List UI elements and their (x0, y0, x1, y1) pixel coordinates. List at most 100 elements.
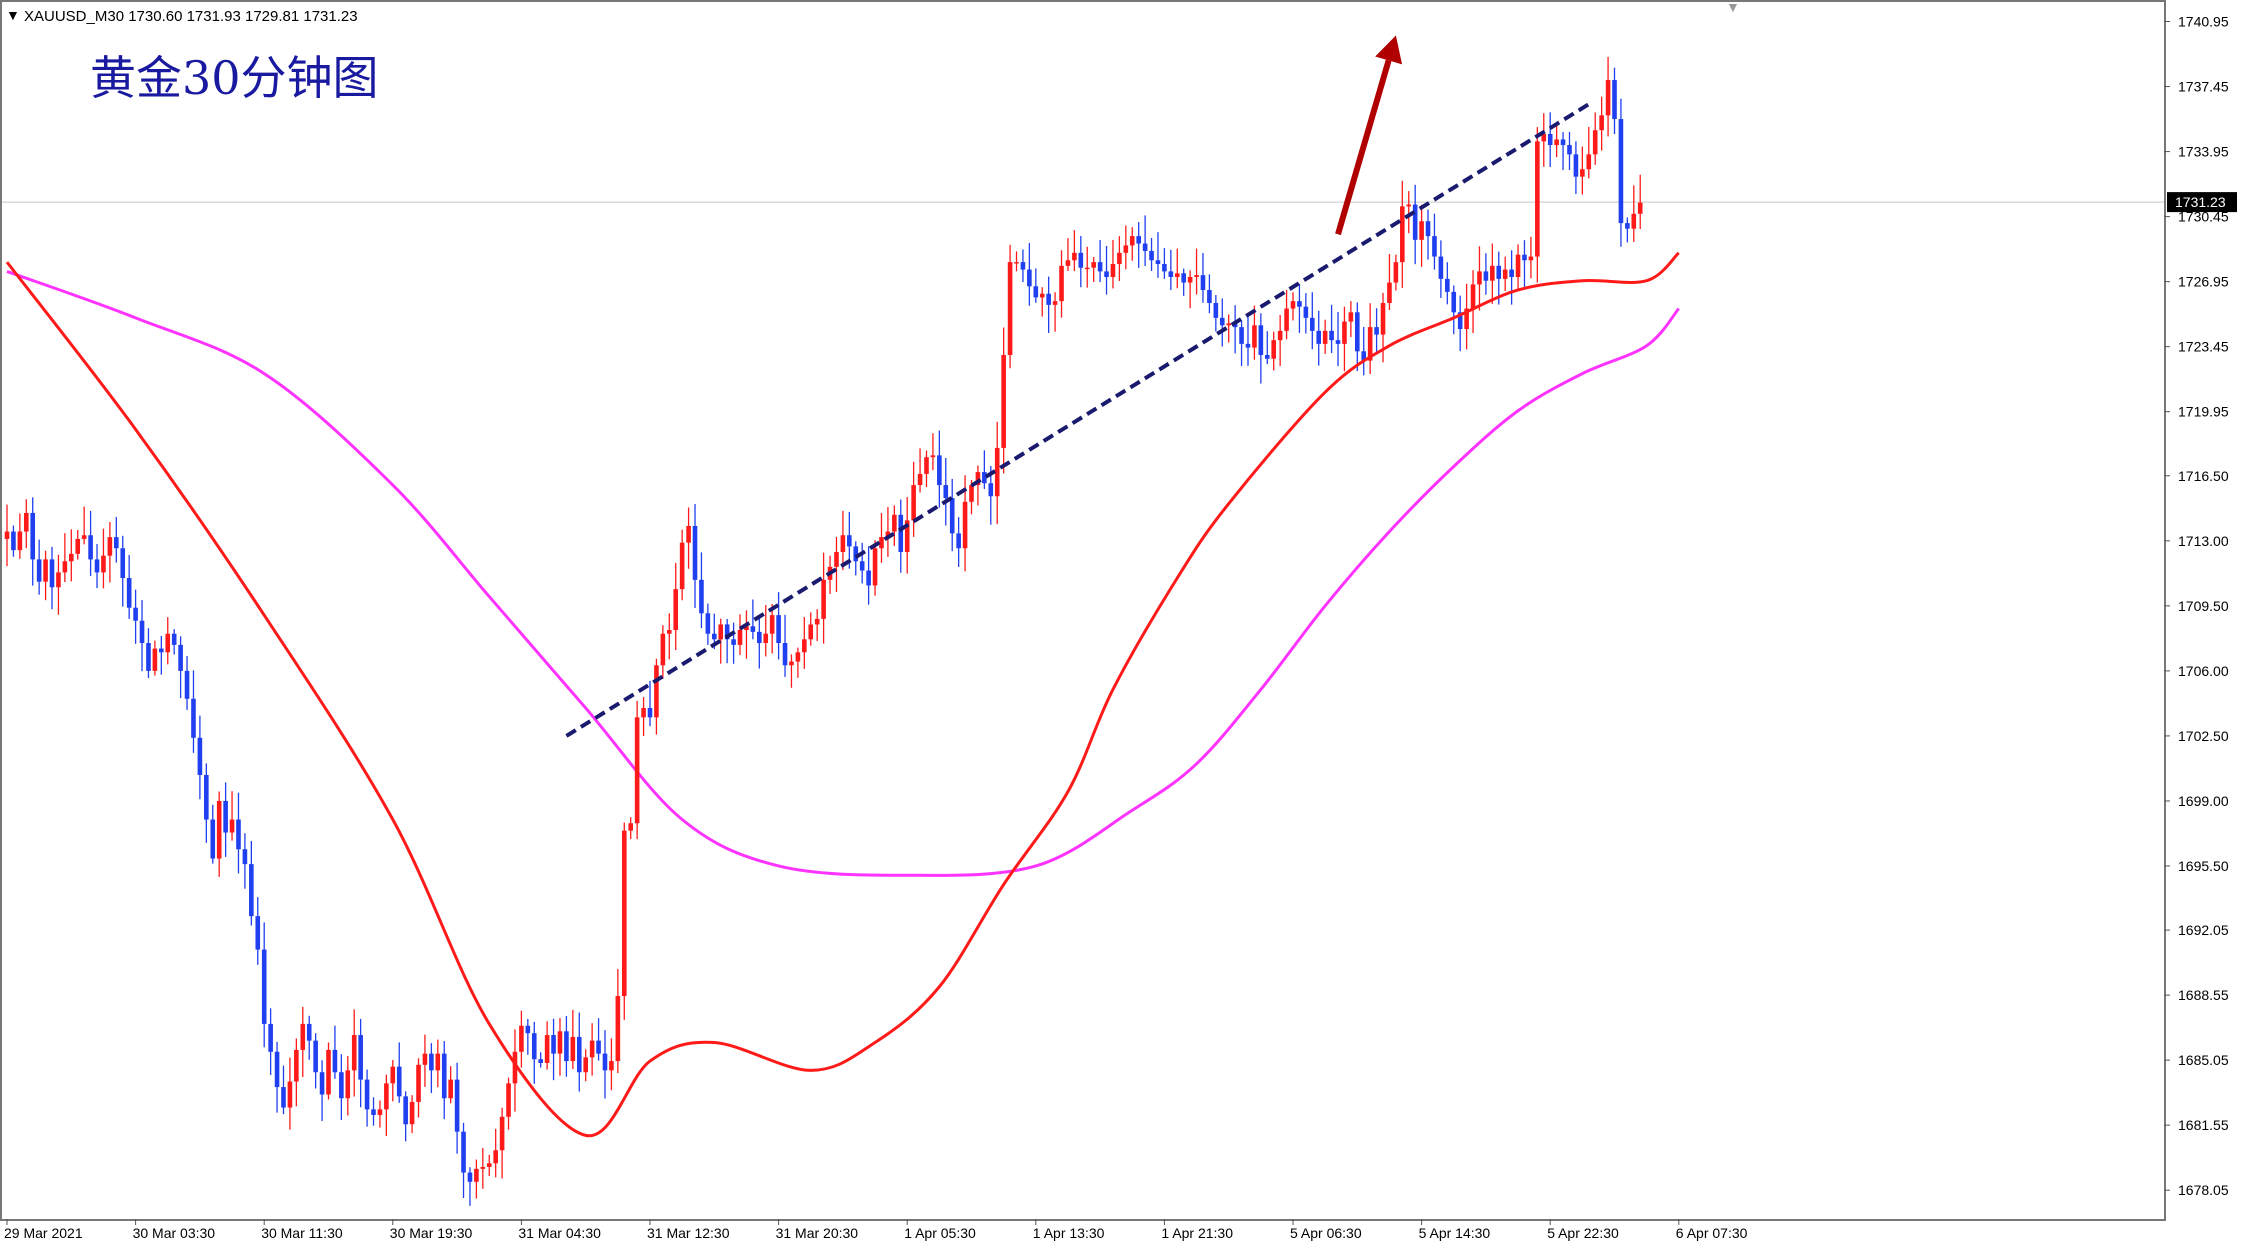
candle-body (1355, 312, 1360, 352)
candle-body (345, 1070, 351, 1099)
candle-body (1284, 308, 1289, 331)
scroll-marker-icon: ▼ (1726, 0, 1740, 15)
candle-body (499, 1116, 505, 1151)
candle-body (1374, 327, 1379, 335)
candle-body (1483, 271, 1489, 281)
y-tick-label: 1688.55 (2178, 987, 2229, 1003)
candle-body (564, 1031, 569, 1062)
candle-body (1509, 269, 1514, 277)
candle-body (1464, 308, 1469, 330)
candle-body (126, 577, 132, 608)
y-tick-label: 1733.95 (2178, 144, 2229, 160)
candle-body (1142, 243, 1148, 251)
candle-body (744, 626, 749, 631)
candle-body (1393, 262, 1399, 283)
candle-body (531, 1033, 537, 1060)
candle-body (139, 620, 145, 644)
arrow-shaft (1335, 59, 1392, 236)
candle-body (1046, 293, 1051, 305)
candle-body (1599, 115, 1604, 131)
candle-body (937, 455, 942, 486)
candle-body (911, 485, 916, 521)
candle-body (1245, 343, 1251, 348)
candle-body (146, 643, 151, 671)
candle-body (1271, 340, 1277, 359)
candle-body (666, 630, 672, 634)
candle-body (1001, 355, 1006, 448)
candle-body (223, 800, 228, 833)
candle-body (949, 498, 955, 534)
candle-body (538, 1059, 543, 1063)
candle-body (506, 1083, 511, 1117)
up-arrow (1335, 35, 1403, 236)
candle-body (750, 626, 756, 632)
candle-body (454, 1079, 460, 1132)
candle-body (1502, 269, 1508, 279)
candle-body (133, 607, 138, 621)
candle-body (1477, 271, 1482, 285)
candle-body (1149, 250, 1154, 261)
dropdown-triangle-icon[interactable]: ▼ (6, 7, 20, 23)
x-tick-label: 5 Apr 06:30 (1290, 1225, 1362, 1241)
y-tick-label: 1740.95 (2178, 14, 2229, 30)
candle-body (718, 624, 724, 640)
candle-body (274, 1051, 280, 1088)
candle-body (904, 520, 910, 552)
candle-body (699, 579, 704, 614)
candle-body (802, 639, 807, 653)
candle-body (210, 819, 216, 859)
candle-body (731, 639, 736, 645)
candle-body (840, 535, 846, 552)
candle-body (994, 447, 1000, 497)
candle-body (1637, 202, 1643, 214)
candle-body (859, 561, 865, 571)
candle-body (467, 1172, 473, 1182)
candle-body (705, 613, 711, 634)
candle-body (152, 648, 158, 671)
candle-body (583, 1057, 588, 1073)
candle-body (660, 633, 666, 666)
candle-body (287, 1081, 293, 1108)
candle-body (1322, 330, 1328, 344)
candle-body (789, 661, 794, 666)
candle-body (1072, 252, 1077, 261)
candle-body (1033, 286, 1039, 298)
x-tick-label: 30 Mar 03:30 (133, 1225, 216, 1241)
y-tick-label: 1716.50 (2178, 468, 2229, 484)
candle-body (1213, 302, 1219, 318)
candle-body (1097, 262, 1103, 272)
candle-body (1432, 236, 1437, 257)
candle-body (847, 535, 852, 547)
candle-body (1264, 355, 1270, 359)
candle-body (493, 1150, 498, 1164)
candle-body (853, 546, 859, 562)
candle-body (962, 501, 968, 549)
candle-body (712, 633, 717, 640)
candle-body (396, 1066, 402, 1097)
candle-body (1258, 325, 1264, 356)
candle-body (1014, 262, 1019, 264)
candle-body (390, 1066, 396, 1084)
candle-body (416, 1064, 421, 1102)
candle-body (1110, 263, 1116, 277)
candle-body (229, 819, 235, 833)
candle-body (480, 1166, 486, 1169)
candle-body (242, 849, 248, 865)
candle-body (634, 717, 640, 824)
candle-body (101, 555, 106, 573)
candle-body (782, 643, 788, 666)
y-tick-label: 1713.00 (2178, 533, 2229, 549)
candle-body (11, 531, 16, 551)
candle-body (49, 559, 55, 588)
candle-body (441, 1053, 447, 1099)
candle-body (1129, 236, 1135, 246)
candle-body (384, 1083, 389, 1110)
candle-body (358, 1035, 363, 1080)
candle-body (268, 1023, 273, 1052)
candle-body (249, 864, 254, 917)
y-tick-label: 1723.45 (2178, 339, 2229, 355)
candle-body (872, 548, 878, 586)
candle-body (165, 633, 171, 653)
candle-body (332, 1049, 338, 1073)
candle-body (512, 1051, 518, 1084)
